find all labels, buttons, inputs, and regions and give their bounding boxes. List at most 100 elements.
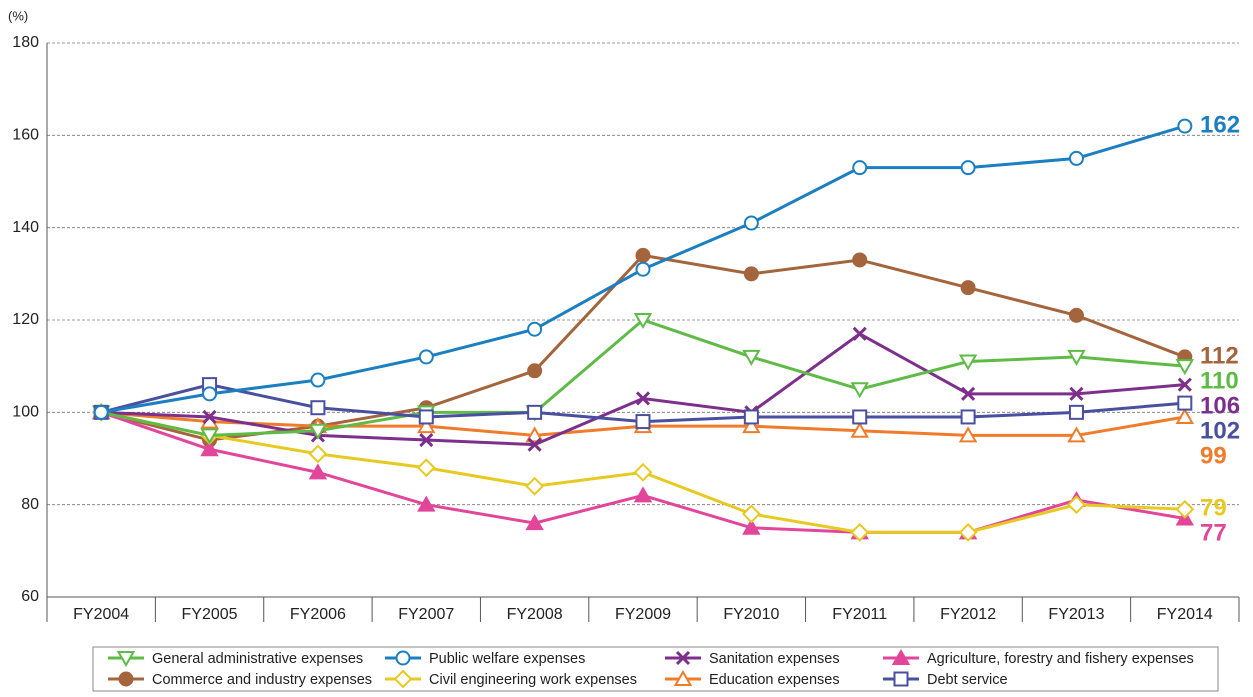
marker xyxy=(1177,118,1193,134)
marker xyxy=(893,671,909,687)
marker xyxy=(1068,150,1084,166)
marker xyxy=(742,417,761,434)
legend-label: General administrative expenses xyxy=(152,651,363,667)
marker xyxy=(418,409,434,425)
legend-label: Sanitation expenses xyxy=(709,651,840,667)
legend-label: Civil engineering work expenses xyxy=(429,672,637,688)
legend-item: Debt service xyxy=(883,671,1008,688)
legend-label: Agriculture, forestry and fishery expens… xyxy=(927,651,1194,667)
marker xyxy=(742,518,761,535)
marker xyxy=(961,386,976,401)
y-tick-label: 80 xyxy=(21,496,39,513)
marker xyxy=(852,409,868,425)
marker xyxy=(527,404,543,420)
marker xyxy=(633,462,653,482)
legend-label: Public welfare expenses xyxy=(429,651,585,667)
marker xyxy=(960,409,976,425)
legend-item: General administrative expenses xyxy=(108,651,363,668)
marker xyxy=(852,160,868,176)
marker xyxy=(527,437,542,452)
marker xyxy=(310,372,326,388)
legend-label: Debt service xyxy=(927,672,1008,688)
x-tick-label: FY2010 xyxy=(723,606,779,623)
end-label: 110 xyxy=(1200,367,1239,394)
marker xyxy=(525,514,544,531)
legend-label: Education expenses xyxy=(709,672,840,688)
marker xyxy=(958,426,978,443)
marker xyxy=(525,476,545,496)
marker xyxy=(1068,404,1084,420)
marker xyxy=(675,650,691,666)
y-unit: (%) xyxy=(8,8,28,23)
x-tick-label: FY2007 xyxy=(398,606,454,623)
y-tick-label: 180 xyxy=(12,34,39,51)
marker xyxy=(308,463,328,480)
marker xyxy=(202,386,218,402)
marker xyxy=(202,409,217,425)
marker xyxy=(633,486,653,503)
marker xyxy=(417,417,436,434)
marker xyxy=(1177,395,1193,411)
marker xyxy=(417,495,436,512)
marker xyxy=(93,404,109,420)
marker xyxy=(852,326,867,341)
marker xyxy=(308,444,328,464)
marker xyxy=(742,349,761,366)
marker xyxy=(1067,495,1086,515)
marker xyxy=(1177,377,1192,392)
marker xyxy=(635,261,651,277)
marker xyxy=(416,458,436,478)
marker xyxy=(1175,407,1195,424)
marker xyxy=(118,671,134,687)
marker xyxy=(635,247,651,263)
marker xyxy=(743,215,759,231)
x-tick-label: FY2008 xyxy=(507,606,563,623)
x-tick-label: FY2013 xyxy=(1048,606,1104,623)
marker xyxy=(960,280,976,296)
marker xyxy=(1069,386,1084,401)
y-tick-label: 100 xyxy=(12,404,39,421)
marker xyxy=(1175,499,1195,519)
marker xyxy=(635,391,651,406)
marker xyxy=(1175,359,1195,376)
legend-box xyxy=(92,646,1219,692)
marker xyxy=(891,648,911,665)
legend-item: Public welfare expenses xyxy=(385,650,585,667)
end-label: 162 xyxy=(1200,111,1240,138)
legend-item: Sanitation expenses xyxy=(665,651,840,667)
marker xyxy=(310,400,326,416)
legend-item: Agriculture, forestry and fishery expens… xyxy=(883,648,1194,667)
marker xyxy=(393,669,413,689)
end-label: 102 xyxy=(1200,417,1240,444)
x-tick-label: FY2009 xyxy=(615,606,671,623)
y-tick-label: 160 xyxy=(12,127,39,144)
marker xyxy=(419,432,434,448)
marker xyxy=(958,354,978,371)
marker xyxy=(418,349,434,365)
marker xyxy=(308,423,328,440)
marker xyxy=(743,409,759,425)
marker xyxy=(116,651,136,668)
end-label: 112 xyxy=(1200,342,1239,369)
marker xyxy=(527,321,543,337)
marker xyxy=(633,313,653,330)
y-tick-label: 120 xyxy=(12,311,39,328)
x-tick-label: FY2006 xyxy=(290,606,346,623)
legend-item: Civil engineering work expenses xyxy=(385,669,637,689)
legend-item: Commerce and industry expenses xyxy=(108,671,372,688)
legend-item: Education expenses xyxy=(665,669,840,688)
marker xyxy=(850,522,870,542)
y-tick-label: 140 xyxy=(12,219,39,236)
x-tick-label: FY2004 xyxy=(73,606,129,623)
marker xyxy=(1067,349,1086,366)
marker xyxy=(673,669,693,686)
legend-label: Commerce and industry expenses xyxy=(152,672,372,688)
x-tick-label: FY2012 xyxy=(940,606,996,623)
marker xyxy=(1068,307,1084,323)
x-tick-label: FY2014 xyxy=(1157,606,1213,623)
marker xyxy=(850,421,869,438)
marker xyxy=(1067,426,1086,443)
marker xyxy=(200,428,219,445)
marker xyxy=(743,266,759,282)
